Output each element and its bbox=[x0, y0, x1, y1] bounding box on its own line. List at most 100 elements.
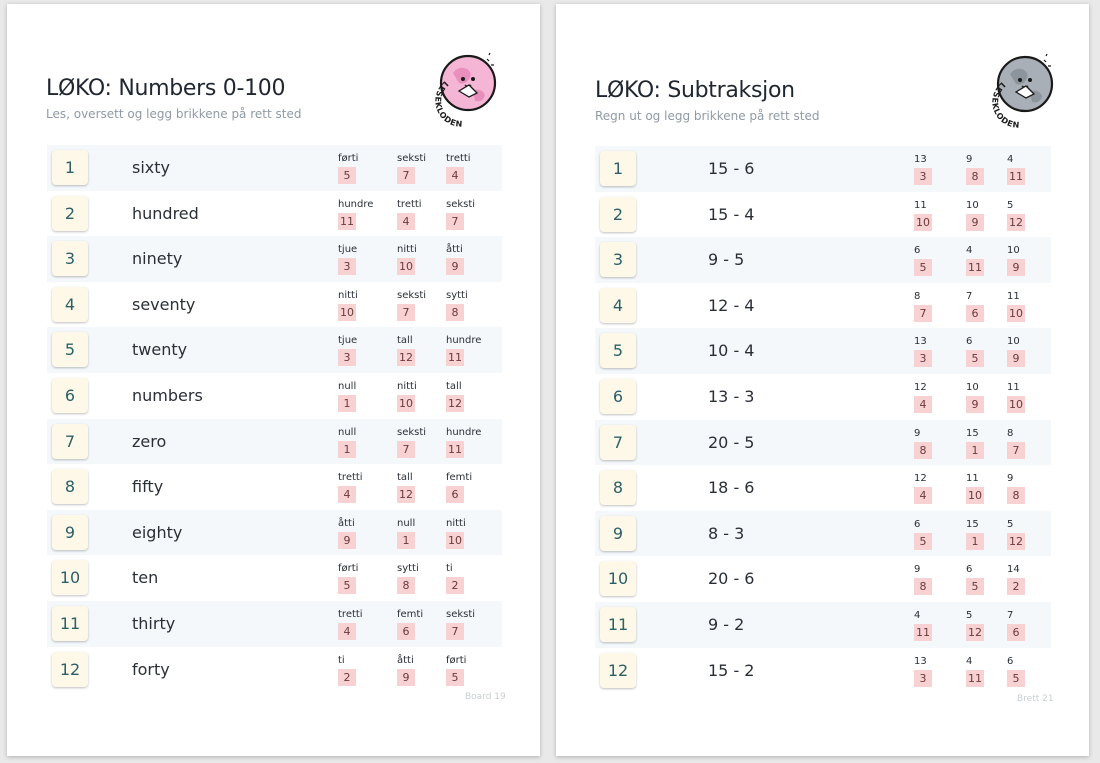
answer-option: tjue 3 bbox=[338, 334, 394, 367]
leseskloden-logo: LESEKLODEN bbox=[990, 53, 1054, 128]
option-label: tjue bbox=[338, 244, 358, 256]
answer-option: tall 12 bbox=[397, 471, 453, 504]
answer-option: 12 4 bbox=[914, 381, 970, 413]
answer-option: sytti 8 bbox=[446, 289, 502, 321]
answer-option: 4 11 bbox=[966, 655, 1022, 687]
tile-number-badge: 10 bbox=[1007, 304, 1025, 322]
subtraction-expression: 9 - 5 bbox=[708, 250, 745, 270]
tile-number-badge: 7 bbox=[397, 167, 415, 184]
number-tile: 4 bbox=[600, 287, 636, 323]
option-label: 4 bbox=[966, 655, 973, 667]
page-footer: Board 19 bbox=[465, 692, 506, 702]
exercise-row: 1 sixty førti 5 seksti 7 tretti 4 bbox=[47, 145, 502, 191]
option-label: hundre bbox=[446, 426, 482, 438]
option-label: null bbox=[338, 380, 357, 392]
answer-option: førti 5 bbox=[338, 562, 394, 595]
answer-option: tretti 4 bbox=[338, 608, 394, 640]
english-word: hundred bbox=[132, 203, 199, 223]
tile-number-badge: 1 bbox=[966, 441, 984, 459]
tile-number-badge: 12 bbox=[1007, 532, 1025, 550]
tile-number-badge: 5 bbox=[914, 532, 932, 550]
option-label: tretti bbox=[446, 153, 471, 164]
tile-number-badge: 11 bbox=[446, 349, 464, 367]
option-label: 4 bbox=[966, 245, 973, 257]
option-label: 15 bbox=[966, 518, 979, 530]
tile-number-badge: 5 bbox=[1007, 669, 1025, 687]
exercise-row: 5 10 - 4 13 3 6 5 10 9 bbox=[595, 328, 1051, 374]
number-tile: 7 bbox=[600, 424, 636, 460]
tile-number-badge: 5 bbox=[966, 578, 984, 596]
exercise-row: 10 ten førti 5 sytti 8 ti 2 bbox=[47, 555, 502, 601]
english-word: eighty bbox=[132, 522, 183, 542]
option-label: sytti bbox=[446, 289, 468, 301]
option-label: nitti bbox=[446, 517, 466, 529]
exercise-row: 8 18 - 6 12 4 11 10 9 8 bbox=[595, 465, 1051, 511]
tile-number-badge: 4 bbox=[914, 487, 932, 505]
option-label: 12 bbox=[914, 381, 927, 393]
option-label: tall bbox=[397, 335, 413, 347]
option-label: 6 bbox=[914, 518, 921, 530]
answer-option: førti 5 bbox=[338, 152, 394, 184]
option-label: 9 bbox=[1007, 473, 1014, 485]
answer-option: førti 5 bbox=[446, 654, 502, 686]
subtraction-expression: 13 - 3 bbox=[708, 386, 755, 406]
number-tile: 11 bbox=[600, 606, 636, 642]
page-subtitle: Les, oversett og legg brikkene på rett s… bbox=[46, 107, 302, 121]
number-tile: 6 bbox=[600, 378, 636, 414]
option-label: 11 bbox=[966, 473, 979, 485]
answer-option: null 1 bbox=[338, 426, 394, 458]
exercise-row: 11 9 - 2 4 11 5 12 7 6 bbox=[595, 601, 1051, 648]
exercise-row: 7 20 - 5 9 8 15 1 8 7 bbox=[595, 419, 1051, 466]
subtraction-expression: 9 - 2 bbox=[708, 614, 745, 634]
option-label: førti bbox=[446, 654, 467, 666]
tile-number-badge: 10 bbox=[397, 394, 415, 412]
page-footer: Brett 21 bbox=[1017, 694, 1054, 704]
tile-number-badge: 11 bbox=[338, 212, 356, 230]
answer-option: null 1 bbox=[338, 380, 394, 412]
option-label: null bbox=[397, 517, 416, 529]
tile-number-badge: 8 bbox=[914, 441, 932, 459]
option-label: null bbox=[338, 426, 357, 438]
answer-option: nitti 10 bbox=[338, 289, 394, 321]
page-header: LØKO: Subtraksjon Regn ut og legg brikke… bbox=[595, 78, 819, 123]
english-word: twenty bbox=[132, 340, 188, 360]
answer-option: seksti 7 bbox=[446, 608, 502, 640]
answer-option: 10 9 bbox=[1007, 335, 1063, 368]
answer-option: åtti 9 bbox=[338, 517, 394, 549]
tile-number-badge: 9 bbox=[1007, 259, 1025, 277]
tile-number-badge: 10 bbox=[1007, 395, 1025, 413]
tile-number-badge: 3 bbox=[914, 669, 932, 687]
answer-option: 15 1 bbox=[966, 427, 1022, 459]
option-label: tretti bbox=[397, 198, 422, 210]
option-label: nitti bbox=[397, 380, 417, 392]
option-label: 7 bbox=[1007, 609, 1014, 621]
tile-number-badge: 7 bbox=[397, 303, 415, 321]
number-tile: 5 bbox=[52, 332, 88, 368]
option-label: 9 bbox=[966, 154, 973, 165]
tile-number-badge: 6 bbox=[966, 304, 984, 322]
tile-number-badge: 7 bbox=[397, 440, 415, 458]
subtraction-expression: 15 - 6 bbox=[708, 159, 755, 178]
number-tile: 10 bbox=[52, 560, 88, 596]
option-label: seksti bbox=[446, 198, 476, 210]
answer-option: 11 10 bbox=[1007, 381, 1063, 413]
tile-number-badge: 9 bbox=[397, 668, 415, 686]
number-tile: 3 bbox=[52, 241, 88, 277]
option-label: 7 bbox=[966, 290, 973, 302]
answer-option: 12 4 bbox=[914, 472, 970, 505]
answer-option: åtti 9 bbox=[397, 654, 453, 686]
number-tile: 1 bbox=[52, 150, 88, 185]
tile-number-badge: 3 bbox=[338, 349, 356, 367]
answer-option: null 1 bbox=[397, 517, 453, 549]
answer-option: 13 3 bbox=[914, 655, 970, 687]
english-word: seventy bbox=[132, 294, 196, 314]
answer-option: 5 12 bbox=[1007, 518, 1063, 550]
tile-number-badge: 1 bbox=[966, 532, 984, 550]
option-label: hundre bbox=[446, 335, 482, 347]
